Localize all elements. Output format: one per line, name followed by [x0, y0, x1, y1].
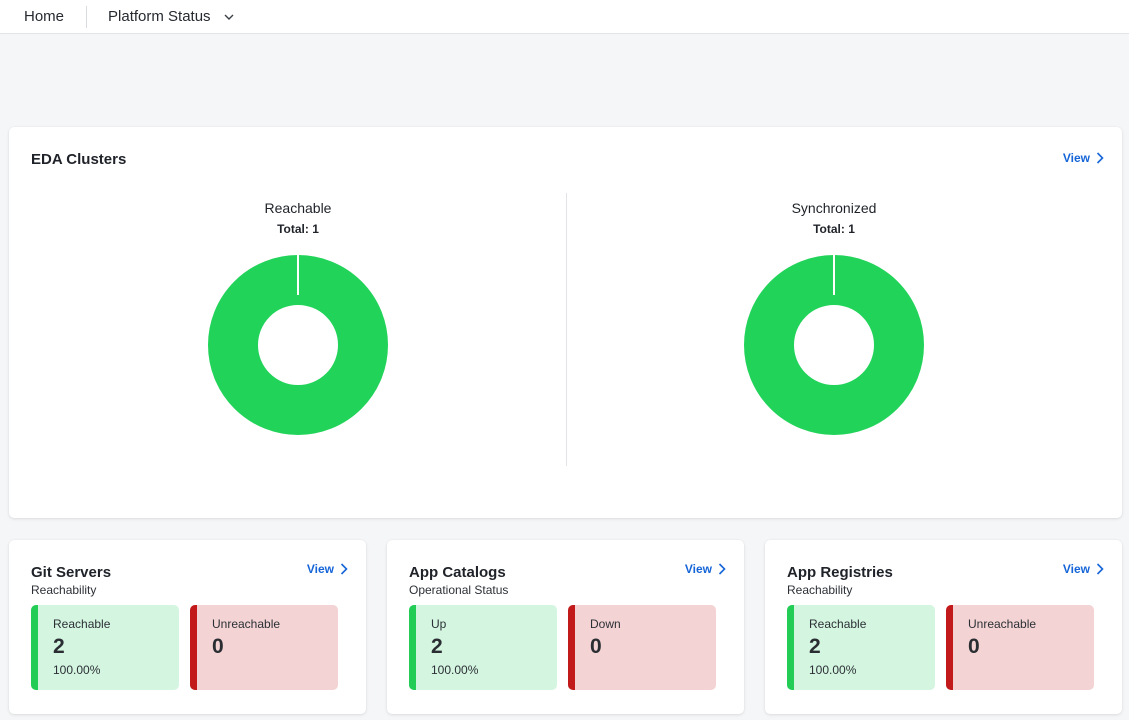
view-link[interactable]: View	[1063, 562, 1104, 576]
synchronized-donut-chart[interactable]	[743, 254, 925, 436]
stat-percent: 100.00%	[53, 663, 101, 677]
donut-slice-synchronized[interactable]	[744, 255, 924, 435]
stat-percent: 100.00%	[809, 663, 857, 677]
view-link-label: View	[684, 562, 712, 576]
view-link[interactable]: View	[307, 562, 348, 576]
stat-value: 2	[53, 635, 65, 658]
chevron-right-icon	[718, 563, 726, 575]
synchronized-donut-panel: Synchronized Total: 1	[634, 200, 1034, 436]
chevron-right-icon	[1096, 563, 1104, 575]
git-servers-card: Git Servers Reachability View Reachable …	[9, 540, 366, 714]
donut-title: Reachable	[264, 200, 332, 216]
up-stat-tile[interactable]: Up 2 100.00%	[409, 605, 557, 690]
card-subtitle: Operational Status	[409, 583, 509, 597]
donut-total: Total: 1	[813, 222, 855, 236]
stat-label: Up	[431, 617, 447, 631]
reachable-donut-chart[interactable]	[207, 254, 389, 436]
divider	[566, 193, 567, 466]
chevron-down-icon	[224, 14, 234, 20]
nav-platform-status-label: Platform Status	[108, 8, 211, 25]
stat-label: Unreachable	[212, 617, 281, 631]
donut-total: Total: 1	[277, 222, 319, 236]
stat-value: 2	[809, 635, 821, 658]
view-link-label: View	[1062, 151, 1090, 165]
card-title: App Registries	[787, 564, 893, 581]
eda-clusters-card: EDA Clusters View Reachable Total: 1 Syn…	[9, 127, 1122, 518]
chevron-right-icon	[1096, 152, 1104, 164]
reachable-stat-tile[interactable]: Reachable 2 100.00%	[31, 605, 179, 690]
card-subtitle: Reachability	[31, 583, 97, 597]
nav-platform-status[interactable]: Platform Status	[87, 8, 235, 25]
unreachable-stat-tile[interactable]: Unreachable 0	[946, 605, 1094, 690]
chevron-right-icon	[340, 563, 348, 575]
stat-label: Unreachable	[968, 617, 1037, 631]
card-subtitle: Reachability	[787, 583, 853, 597]
card-title: App Catalogs	[409, 564, 506, 581]
view-link[interactable]: View	[685, 562, 726, 576]
card-title: EDA Clusters	[31, 151, 127, 168]
top-nav-bar: Home Platform Status	[0, 0, 1129, 34]
view-link[interactable]: View	[1063, 151, 1104, 165]
donut-slice-reachable[interactable]	[208, 255, 388, 435]
reachable-donut-panel: Reachable Total: 1	[98, 200, 498, 436]
down-stat-tile[interactable]: Down 0	[568, 605, 716, 690]
app-registries-card: App Registries Reachability View Reachab…	[765, 540, 1122, 714]
view-link-label: View	[306, 562, 334, 576]
stat-label: Down	[590, 617, 621, 631]
reachable-stat-tile[interactable]: Reachable 2 100.00%	[787, 605, 935, 690]
unreachable-stat-tile[interactable]: Unreachable 0	[190, 605, 338, 690]
stat-label: Reachable	[809, 617, 867, 631]
stat-value: 0	[968, 635, 980, 658]
app-catalogs-card: App Catalogs Operational Status View Up …	[387, 540, 744, 714]
stat-value: 2	[431, 635, 443, 658]
view-link-label: View	[1062, 562, 1090, 576]
card-title: Git Servers	[31, 564, 112, 581]
stat-label: Reachable	[53, 617, 111, 631]
stat-value: 0	[590, 635, 602, 658]
nav-home[interactable]: Home	[0, 5, 88, 28]
stat-value: 0	[212, 635, 224, 658]
donut-title: Synchronized	[791, 200, 877, 216]
stat-percent: 100.00%	[431, 663, 479, 677]
